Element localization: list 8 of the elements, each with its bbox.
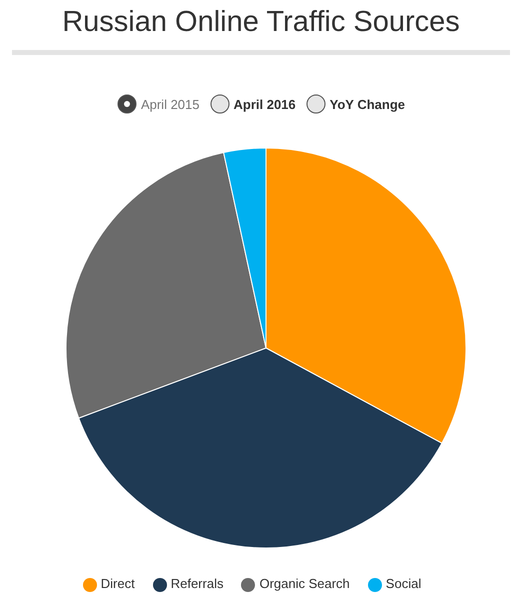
text: April 2015 [140, 96, 200, 112]
legend-label: Social [386, 576, 422, 592]
legend-label: Direct [100, 576, 135, 592]
text: YoY Change [330, 96, 406, 112]
legend-label: Organic Search [259, 576, 350, 592]
chart-title: Russian Online Traffic Sources [61, 6, 461, 39]
legend-label: Referrals [170, 576, 224, 592]
text: April 2016 [234, 96, 296, 112]
